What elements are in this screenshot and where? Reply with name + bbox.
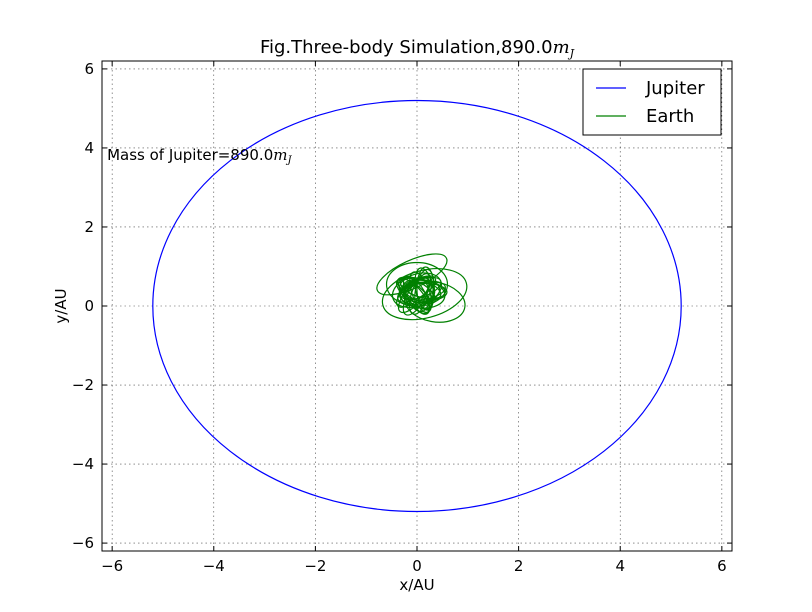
grid [102, 61, 732, 551]
y-tick-label: −2 [72, 376, 94, 394]
series-earth-orbit [376, 253, 468, 323]
earth-core-loop [397, 275, 437, 303]
series-jupiter-orbit [152, 99, 682, 513]
axis-ticks: −6 −4 −2 0 2 4 6 −6 −4 −2 0 2 4 6 [72, 60, 732, 575]
earth-core-loop [402, 280, 447, 301]
x-tick-label: −2 [304, 557, 326, 575]
x-axis-label: x/AU [399, 576, 434, 594]
x-tick-label: −4 [203, 557, 225, 575]
x-tick-label: −6 [101, 557, 123, 575]
y-tick-label: 4 [84, 139, 94, 157]
mass-annotation: Mass of Jupiter=890.0mJ [107, 146, 292, 166]
chart-title: Fig.Three-body Simulation,890.0mJ [260, 37, 575, 60]
earth-core-loop [399, 276, 442, 300]
y-tick-label: 6 [84, 60, 94, 78]
earth-core-loop [397, 277, 430, 314]
legend: Jupiter Earth [582, 68, 722, 136]
y-tick-label: −6 [72, 534, 94, 552]
series-layer [152, 99, 682, 513]
x-tick-label: 6 [717, 557, 727, 575]
earth-core-loop [408, 273, 433, 315]
x-tick-label: 4 [615, 557, 625, 575]
legend-box [582, 68, 722, 136]
legend-label-earth: Earth [646, 106, 694, 127]
y-tick-label: 0 [84, 297, 94, 315]
x-tick-label: 2 [514, 557, 524, 575]
y-tick-label: −4 [72, 455, 94, 473]
x-tick-label: 0 [412, 557, 422, 575]
y-axis-label: y/AU [52, 288, 70, 323]
y-tick-label: 2 [84, 218, 94, 236]
earth-loop [381, 268, 468, 321]
legend-label-jupiter: Jupiter [645, 78, 705, 99]
